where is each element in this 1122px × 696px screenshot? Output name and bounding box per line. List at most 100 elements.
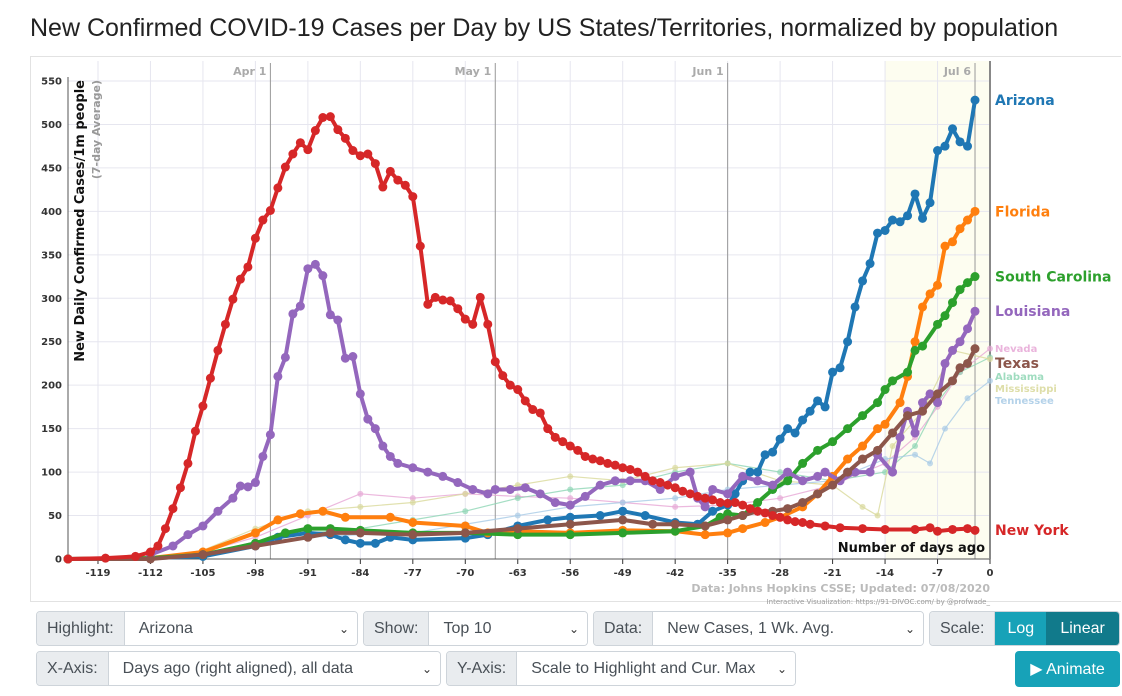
y-axis-select[interactable]: Y-Axis: Scale to Highlight and Cur. Max ⌄ bbox=[446, 651, 796, 686]
chevron-down-icon: ⌄ bbox=[776, 661, 787, 676]
data-point-louisiana bbox=[423, 467, 433, 477]
data-point-mississippi bbox=[409, 499, 416, 506]
data-point-arizona bbox=[820, 402, 830, 412]
data-point-arizona bbox=[948, 124, 958, 134]
data-point-texas bbox=[843, 467, 853, 477]
data-point-new-york bbox=[168, 504, 178, 514]
data-point-new-york bbox=[535, 408, 545, 418]
y-axis-title: New Daily Confirmed Cases/1m people bbox=[73, 80, 88, 362]
data-point-louisiana bbox=[820, 467, 830, 477]
data-point-louisiana bbox=[408, 463, 418, 473]
data-point-texas bbox=[948, 376, 958, 386]
x-tick-label: -91 bbox=[299, 568, 317, 579]
data-point-louisiana bbox=[723, 489, 733, 499]
data-point-arizona bbox=[783, 424, 793, 434]
show-value: Top 10 bbox=[443, 619, 492, 637]
y-axis-label: Y-Axis: bbox=[447, 652, 518, 685]
data-point-texas bbox=[408, 530, 418, 540]
data-point-louisiana bbox=[888, 467, 898, 477]
data-point-louisiana bbox=[768, 480, 778, 490]
data-point-tennessee bbox=[942, 425, 949, 432]
data-point-new-york bbox=[198, 401, 208, 411]
data-label: Data: bbox=[594, 612, 654, 645]
data-point-new-york bbox=[318, 113, 328, 123]
data-point-new-york bbox=[963, 524, 973, 534]
data-point-texas bbox=[618, 515, 628, 525]
data-point-new-york bbox=[213, 345, 223, 355]
data-point-new-york bbox=[153, 541, 163, 551]
series-label-arizona: Arizona bbox=[995, 93, 1055, 109]
data-point-south-carolina bbox=[955, 285, 965, 295]
data-point-texas bbox=[828, 480, 838, 490]
data-point-south-carolina bbox=[798, 458, 808, 468]
x-axis-select[interactable]: X-Axis: Days ago (right aligned), all da… bbox=[36, 651, 441, 686]
data-point-louisiana bbox=[288, 309, 298, 319]
data-point-new-york bbox=[723, 498, 733, 508]
data-point-new-york bbox=[250, 233, 260, 243]
y-tick-label: 350 bbox=[41, 250, 62, 261]
highlight-value: Arizona bbox=[138, 619, 193, 637]
data-point-louisiana bbox=[378, 441, 388, 451]
data-point-south-carolina bbox=[670, 526, 680, 536]
data-point-arizona bbox=[340, 535, 350, 545]
data-point-new-york bbox=[348, 146, 358, 156]
data-point-new-york bbox=[280, 162, 290, 172]
data-point-alabama bbox=[777, 469, 784, 476]
data-point-florida bbox=[873, 424, 883, 434]
scale-linear-button[interactable]: Linear bbox=[1046, 612, 1119, 645]
data-point-louisiana bbox=[333, 315, 343, 325]
data-point-alabama bbox=[912, 443, 919, 450]
data-point-new-york bbox=[258, 215, 268, 225]
data-point-alabama bbox=[619, 482, 626, 489]
data-point-south-carolina bbox=[963, 278, 973, 288]
y-tick-label: 100 bbox=[41, 468, 62, 479]
data-point-new-york bbox=[220, 319, 230, 329]
series-label-south-carolina: South Carolina bbox=[995, 269, 1111, 285]
highlight-select[interactable]: Highlight: Arizona ⌄ bbox=[36, 611, 358, 646]
data-point-new-york bbox=[648, 476, 658, 486]
data-point-new-york bbox=[595, 456, 605, 466]
data-point-arizona bbox=[730, 489, 740, 499]
data-point-new-york bbox=[393, 175, 403, 185]
data-point-louisiana bbox=[595, 480, 605, 490]
data-select[interactable]: Data: New Cases, 1 Wk. Avg. ⌄ bbox=[593, 611, 924, 646]
data-point-new-york bbox=[228, 294, 238, 304]
data-point-new-york bbox=[100, 553, 110, 563]
data-point-louisiana bbox=[340, 353, 350, 363]
data-point-arizona bbox=[865, 259, 875, 269]
data-point-new-york bbox=[130, 551, 140, 561]
data-point-louisiana bbox=[198, 521, 208, 531]
data-point-new-york bbox=[325, 112, 335, 122]
data-point-tennessee bbox=[912, 451, 919, 458]
data-point-arizona bbox=[873, 228, 883, 238]
data-point-louisiana bbox=[183, 530, 193, 540]
date-marker-label: Apr 1 bbox=[233, 65, 266, 78]
credit-note: Interactive Visualization: https://91-DI… bbox=[767, 598, 991, 606]
data-point-louisiana bbox=[303, 264, 313, 274]
data-point-louisiana bbox=[355, 389, 365, 399]
data-point-texas bbox=[813, 489, 823, 499]
data-point-louisiana bbox=[970, 306, 980, 316]
show-select[interactable]: Show: Top 10 ⌄ bbox=[363, 611, 588, 646]
data-point-louisiana bbox=[265, 430, 275, 440]
data-point-florida bbox=[948, 237, 958, 247]
data-point-louisiana bbox=[565, 500, 575, 510]
x-axis-title: Number of days ago bbox=[838, 541, 985, 556]
scale-log-button[interactable]: Log bbox=[995, 612, 1047, 645]
data-point-new-york bbox=[430, 292, 440, 302]
data-point-arizona bbox=[970, 95, 980, 105]
data-point-arizona bbox=[813, 396, 823, 406]
animate-button[interactable]: ▶ Animate bbox=[1015, 651, 1120, 687]
data-point-arizona bbox=[640, 511, 650, 521]
data-point-alabama bbox=[567, 486, 574, 493]
data-point-new-york bbox=[663, 480, 673, 490]
data-point-new-york bbox=[205, 373, 215, 383]
y-tick-label: 450 bbox=[41, 163, 62, 174]
data-point-arizona bbox=[895, 217, 905, 227]
data-point-arizona bbox=[760, 450, 770, 460]
series-line-south-carolina bbox=[67, 274, 977, 561]
data-point-south-carolina bbox=[903, 367, 913, 377]
data-point-arizona bbox=[753, 467, 763, 477]
data-point-louisiana bbox=[813, 471, 823, 481]
data-point-louisiana bbox=[325, 310, 335, 320]
